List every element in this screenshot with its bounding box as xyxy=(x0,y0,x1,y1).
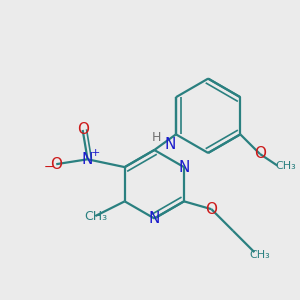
Text: −: − xyxy=(44,160,55,174)
Text: N: N xyxy=(164,136,176,152)
Text: N: N xyxy=(149,211,160,226)
Text: CH₃: CH₃ xyxy=(84,209,107,223)
Text: N: N xyxy=(82,152,93,167)
Text: H: H xyxy=(152,131,161,144)
Text: N: N xyxy=(178,160,190,175)
Text: O: O xyxy=(77,122,89,137)
Text: CH₃: CH₃ xyxy=(249,250,270,260)
Text: O: O xyxy=(50,157,62,172)
Text: CH₃: CH₃ xyxy=(275,160,296,171)
Text: O: O xyxy=(254,146,266,161)
Text: +: + xyxy=(91,148,100,158)
Text: O: O xyxy=(206,202,218,217)
